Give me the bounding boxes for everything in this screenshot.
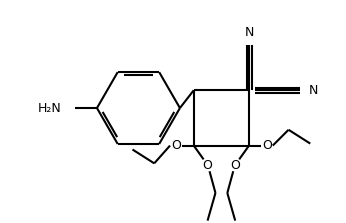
- Text: O: O: [262, 139, 272, 152]
- Text: H₂N: H₂N: [38, 101, 61, 115]
- Text: N: N: [244, 25, 254, 39]
- Text: N: N: [309, 84, 318, 97]
- Text: O: O: [230, 159, 240, 172]
- Text: O: O: [171, 139, 181, 152]
- Text: O: O: [203, 159, 212, 172]
